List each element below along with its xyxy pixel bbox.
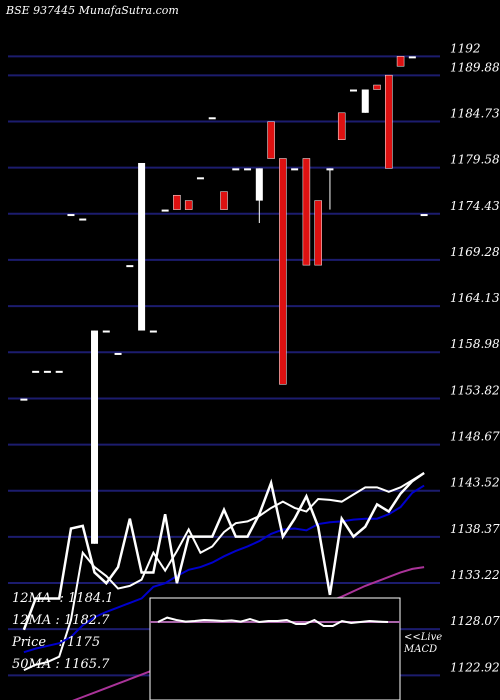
- ma-line-20MA: [23, 484, 425, 654]
- y-tick-label: 1192: [450, 41, 481, 55]
- site-label: MunafaSutra.com: [78, 4, 179, 17]
- candle-body: [244, 168, 252, 171]
- candle-body: [126, 265, 134, 268]
- ma-line-12MA: [23, 472, 425, 672]
- y-tick-label: 1189.88: [450, 60, 500, 74]
- candle-body: [361, 89, 369, 113]
- macd-panel: [149, 597, 401, 700]
- candle-body: [337, 112, 346, 140]
- candle-body: [373, 84, 381, 90]
- candle-body: [149, 330, 157, 333]
- candle-body: [255, 168, 263, 201]
- y-tick-label: 1174.43: [450, 199, 500, 213]
- macd-live-label[interactable]: <<Live MACD: [404, 632, 443, 655]
- macd-line: [157, 616, 389, 627]
- candle-body: [314, 200, 322, 266]
- y-tick-label: 1143.52: [450, 476, 500, 490]
- y-tick-label: 1164.13: [450, 291, 500, 305]
- candle-body: [20, 398, 28, 401]
- y-tick-label: 1148.67: [450, 430, 500, 444]
- price-line: [22, 471, 425, 631]
- y-tick-label: 1153.82: [450, 383, 500, 397]
- candle-body: [385, 74, 393, 169]
- moving-average-lines: [22, 471, 425, 700]
- candle-body: [184, 200, 193, 210]
- candle-body: [291, 168, 299, 171]
- candle-body: [55, 370, 63, 373]
- macd-frame: [149, 597, 401, 700]
- candle-body: [267, 121, 275, 159]
- candle-body: [79, 218, 87, 221]
- candle-body: [408, 56, 416, 59]
- candle-body: [220, 191, 228, 210]
- candle-body: [173, 194, 181, 210]
- y-tick-label: 1122.92: [450, 660, 500, 674]
- candle-body: [161, 209, 169, 212]
- candle-body: [302, 158, 311, 266]
- chart-header: BSE 937445 MunafaSutra.com: [6, 4, 179, 17]
- y-tick-label: 1184.73: [450, 106, 500, 120]
- candle-body: [279, 158, 287, 385]
- y-tick-label: 1158.98: [450, 337, 500, 351]
- y-tick-label: 1169.28: [450, 245, 500, 259]
- candle-body: [349, 89, 357, 92]
- candle-body: [208, 117, 216, 120]
- candle-body: [232, 168, 240, 171]
- candle-body: [114, 352, 122, 355]
- stat-row-50ma: 50MA : 1165.7: [12, 657, 110, 672]
- y-tick-label: 1179.58: [450, 153, 500, 167]
- candle-body: [326, 168, 334, 171]
- candle-body: [91, 330, 99, 544]
- candle-body: [138, 162, 146, 331]
- candle-body: [420, 214, 428, 217]
- symbol-label: BSE 937445: [6, 4, 76, 17]
- stats-panel: 12MA : 1184.1 12MA : 1182.7 Price : 1175…: [12, 588, 114, 676]
- y-axis-ticks: 1192 1189.88 1184.73 1179.58 1174.43 1169.28 1…: [450, 41, 500, 674]
- candle-body: [43, 370, 51, 373]
- y-tick-label: 1128.07: [450, 614, 500, 628]
- stat-row-price: Price : 1175: [12, 635, 101, 650]
- y-tick-label: 1138.37: [450, 522, 500, 536]
- stat-row-12ma-b: 12MA : 1182.7: [12, 613, 110, 628]
- candle-body: [67, 214, 75, 217]
- candle-body: [102, 330, 110, 333]
- candle-body: [396, 56, 405, 67]
- candles: [20, 56, 428, 544]
- stat-row-12ma-a: 12MA : 1184.1: [12, 591, 114, 606]
- candle-body: [196, 177, 204, 180]
- candle-body: [32, 370, 40, 373]
- y-tick-label: 1133.22: [450, 568, 500, 582]
